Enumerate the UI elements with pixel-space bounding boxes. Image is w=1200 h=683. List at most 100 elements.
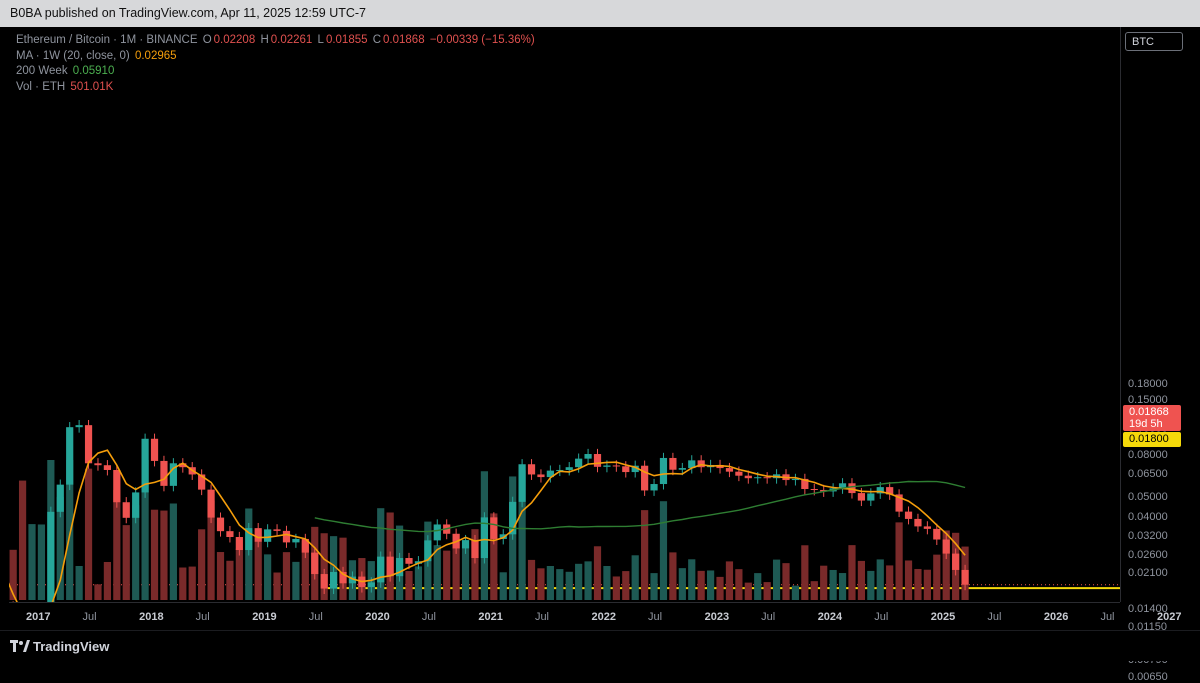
footer: TradingView — [0, 630, 1200, 661]
chart-area[interactable] — [0, 27, 1120, 658]
candle-body — [659, 457, 668, 485]
time-label: Jul — [874, 611, 889, 623]
candle-body — [150, 438, 159, 461]
time-label: 2020 — [365, 611, 390, 623]
volume-bar — [518, 470, 526, 600]
volume-bar — [207, 500, 215, 600]
candle-body — [47, 511, 55, 617]
volume-bar — [603, 566, 611, 600]
candle-body — [471, 540, 479, 559]
volume-bar — [141, 460, 149, 600]
currency-badge[interactable]: BTC — [1125, 32, 1183, 51]
candle-body — [433, 524, 441, 541]
volume-bar — [75, 566, 83, 600]
published-text: B0BA published on TradingView.com, Apr 1… — [10, 6, 367, 20]
candle-body — [66, 427, 74, 485]
volume-bar — [9, 549, 17, 600]
candle-body — [56, 484, 64, 512]
candle-body — [113, 469, 121, 503]
time-label: Jul — [761, 611, 776, 623]
open-label: O — [202, 34, 212, 46]
candle-body — [886, 487, 894, 495]
candle-body — [641, 465, 649, 491]
candle-body — [923, 526, 931, 529]
candle-body — [575, 458, 583, 468]
volume-bar — [273, 572, 281, 600]
candle-body — [556, 469, 564, 471]
candle-body — [584, 454, 592, 459]
candle-body — [226, 531, 234, 538]
tradingview-logo-icon — [10, 640, 30, 652]
w200-value: 0.05910 — [72, 65, 115, 77]
volume-bar — [37, 524, 46, 600]
volume-bar — [895, 522, 903, 600]
volume-bar — [169, 503, 177, 600]
price-axis[interactable] — [1120, 27, 1200, 602]
volume-bar — [461, 548, 470, 600]
w200-line — [314, 480, 966, 533]
volume-bar — [641, 510, 649, 600]
legend-vol-row[interactable]: Vol · ETH 501.01K — [16, 80, 537, 96]
candle-body — [207, 489, 215, 518]
candle-body — [311, 552, 319, 575]
candle-body — [480, 517, 488, 559]
volume-bar — [650, 573, 658, 600]
symbol-name[interactable]: Ethereum / Bitcoin · 1M · BINANCE — [16, 34, 198, 46]
candle-body — [461, 540, 470, 549]
candle-body — [904, 511, 913, 519]
candle-body — [75, 425, 83, 428]
candle-body — [339, 571, 347, 584]
legend-200w-row[interactable]: 200 Week 0.05910 — [16, 64, 537, 80]
candle-body — [961, 569, 969, 585]
volume-bar — [499, 572, 507, 600]
volume-bar — [593, 546, 602, 600]
volume-bar — [848, 545, 856, 600]
price-label: 0.06500 — [1128, 467, 1168, 480]
candle-body — [744, 475, 752, 479]
volume-bar — [198, 529, 206, 600]
volume-bar — [584, 561, 592, 600]
candle-body — [810, 488, 818, 490]
price-chart[interactable] — [0, 27, 1120, 658]
candle-body — [282, 530, 291, 543]
time-label: 2021 — [478, 611, 503, 623]
candle-body — [509, 501, 517, 535]
volume-bar — [565, 571, 573, 600]
price-label: 0.08000 — [1128, 449, 1168, 462]
candle-body — [612, 465, 620, 467]
volume-bar — [84, 468, 93, 600]
volume-bar — [546, 565, 554, 600]
volume-bar — [443, 550, 451, 600]
candle-body — [235, 537, 243, 551]
volume-bar — [820, 565, 828, 600]
volume-bar — [556, 569, 564, 600]
time-axis[interactable] — [9, 602, 1120, 630]
price-label: 0.05000 — [1128, 490, 1168, 503]
volume-bar — [857, 560, 865, 600]
time-label: 2017 — [26, 611, 51, 623]
volume-bar — [56, 496, 64, 600]
time-label: 2026 — [1043, 611, 1069, 623]
candle-body — [546, 470, 554, 478]
volume-bar — [735, 569, 743, 600]
volume-bar — [942, 530, 950, 600]
volume-bar — [132, 505, 140, 600]
candle-body — [688, 460, 696, 469]
candle-body — [716, 464, 724, 469]
time-label: Jul — [1100, 611, 1115, 623]
volume-bar — [688, 559, 696, 600]
volume-bar — [867, 570, 875, 600]
volume-bar — [160, 510, 168, 600]
candle-body — [348, 576, 357, 584]
volume-bar — [490, 513, 498, 600]
candle-body — [725, 468, 734, 472]
volume-bar — [452, 543, 460, 600]
last-price-tag: 0.01868 19d 5h — [1123, 405, 1181, 431]
time-label: Jul — [421, 611, 436, 623]
time-label: 2023 — [704, 611, 730, 623]
volume-bar — [320, 533, 328, 600]
candle-body — [838, 483, 847, 489]
legend-ma-row[interactable]: MA · 1W (20, close, 0) 0.02965 — [16, 49, 537, 65]
volume-bar — [659, 501, 668, 600]
publish-bar: B0BA published on TradingView.com, Apr 1… — [0, 0, 1200, 27]
